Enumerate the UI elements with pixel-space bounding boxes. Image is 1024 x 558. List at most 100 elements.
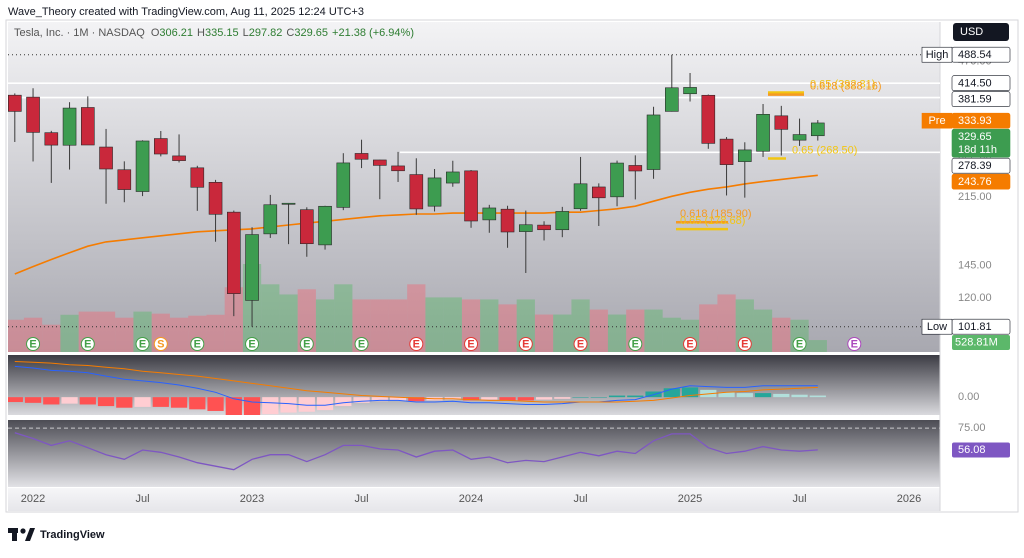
candle-body xyxy=(354,153,369,160)
ohlc-value: 297.82 xyxy=(249,27,283,39)
volume-bar xyxy=(534,314,554,352)
candle-body xyxy=(190,167,205,188)
fib-label: 0.618 (388.16) xyxy=(810,81,882,93)
series-line xyxy=(14,365,818,406)
ohlc-value: 306.21 xyxy=(159,27,193,39)
candle-body xyxy=(208,182,223,215)
histogram-bar xyxy=(535,397,553,400)
histogram-bar xyxy=(554,397,571,399)
candle-body xyxy=(610,162,624,198)
volume-bar xyxy=(224,287,243,352)
histogram-bar xyxy=(43,397,60,405)
x-tick-label: Jul xyxy=(136,493,150,505)
histogram-bar xyxy=(627,395,644,398)
x-tick-label: Jul xyxy=(355,493,369,505)
candle-body xyxy=(26,96,40,133)
event-label: E xyxy=(577,338,584,350)
candle-body xyxy=(500,208,515,233)
histogram-bar xyxy=(8,397,23,403)
candle-body xyxy=(591,186,606,199)
histogram-bar xyxy=(298,397,315,412)
volume-bar xyxy=(644,309,663,352)
price-tag xyxy=(951,157,1011,174)
price-tag-label: 243.76 xyxy=(958,176,992,188)
candle-body xyxy=(445,171,460,184)
candle-body xyxy=(792,134,807,141)
event-marker xyxy=(518,337,533,351)
candle-body xyxy=(245,234,259,301)
volume-bar xyxy=(589,309,608,352)
candle-body xyxy=(172,155,186,161)
series-line xyxy=(14,361,818,403)
histogram-bar xyxy=(207,397,224,411)
histogram-bar xyxy=(79,397,96,405)
price-tag-label: 381.59 xyxy=(958,93,992,105)
volume-bar xyxy=(297,289,316,352)
candle-body xyxy=(409,174,424,210)
histogram-bar xyxy=(134,397,151,407)
volume-bar xyxy=(42,324,61,352)
volume-bar xyxy=(772,317,791,352)
candle-body xyxy=(719,138,734,165)
legend: Tesla, Inc. · 1M · NASDAQ O306.21 H335.15 L… xyxy=(14,27,414,39)
event-label: E xyxy=(741,338,748,350)
event-label: E xyxy=(796,338,803,350)
event-label: E xyxy=(522,338,529,350)
histogram-bar xyxy=(24,397,42,403)
x-tick-label: Jul xyxy=(574,493,588,505)
x-tick-label: Jul xyxy=(793,493,807,505)
volume-bar xyxy=(808,340,827,352)
candle-body xyxy=(263,204,278,235)
event-marker xyxy=(737,337,752,351)
price-tag-label: 414.50 xyxy=(958,77,992,89)
candle-body xyxy=(62,107,77,146)
candle-body xyxy=(117,169,132,190)
histogram-bar xyxy=(262,397,279,415)
candle-body xyxy=(646,114,661,170)
event-marker xyxy=(153,337,168,351)
price-tag xyxy=(951,75,1011,92)
candle-body xyxy=(372,159,387,166)
y-tick-label: 215.00 xyxy=(958,191,992,203)
event-label: E xyxy=(632,338,639,350)
fib-label: 0.65 (268.50) xyxy=(792,144,857,156)
histogram-bar xyxy=(517,397,534,401)
fib-label: 0.65 (178.68) xyxy=(680,215,745,227)
event-marker xyxy=(135,337,150,351)
fib-label: 0.65 (392.81) xyxy=(810,78,875,90)
volume-bar xyxy=(607,314,627,352)
x-tick-label: 2024 xyxy=(459,493,483,505)
volume-bar xyxy=(699,304,718,352)
volume-bar xyxy=(753,309,773,352)
histogram-bar xyxy=(736,393,753,398)
histogram-bar xyxy=(499,397,516,401)
ohlc-key: L xyxy=(243,27,249,39)
event-marker xyxy=(683,337,698,351)
price-tag-label: 278.39 xyxy=(958,160,992,172)
event-label: E xyxy=(29,338,36,350)
change: +21.38 (+6.94%) xyxy=(332,27,414,39)
brand: TradingView xyxy=(40,529,105,541)
volume-bar xyxy=(443,297,462,352)
candle-body xyxy=(810,122,825,137)
candle-body xyxy=(628,165,643,172)
y-tick-label: 145.00 xyxy=(958,259,992,271)
volume-bar xyxy=(662,317,681,352)
x-tick-label: 2023 xyxy=(240,493,264,505)
candle-body xyxy=(555,211,570,231)
candle-body xyxy=(573,183,588,210)
histogram-bar xyxy=(371,397,388,402)
candle-body xyxy=(518,224,533,232)
candle-body xyxy=(774,115,789,130)
event-marker xyxy=(26,337,41,351)
price-tag-label: 333.93 xyxy=(958,115,992,127)
histogram-bar xyxy=(681,387,699,398)
candle-body xyxy=(464,170,478,222)
histogram-bar xyxy=(280,397,297,413)
histogram-bar xyxy=(809,395,826,398)
brand-logo xyxy=(8,528,35,541)
volume-bar xyxy=(407,284,426,352)
candle-body xyxy=(227,211,241,294)
volume-bar xyxy=(8,319,24,352)
candle-body xyxy=(427,177,442,207)
